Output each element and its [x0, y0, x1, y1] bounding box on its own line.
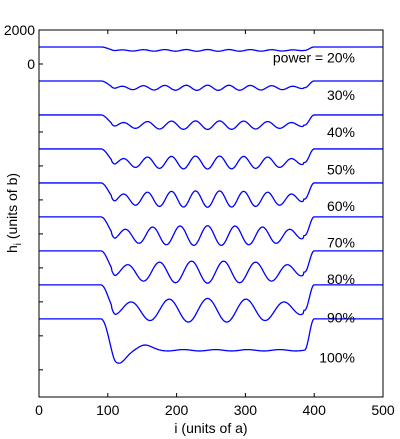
y-ticks: 2000 0	[4, 22, 43, 371]
y-tick-label: 2000	[4, 22, 35, 38]
series-label: 100%	[319, 349, 355, 365]
series-label: 50%	[327, 162, 355, 178]
x-tick-label: 500	[371, 402, 395, 418]
x-tick-label: 200	[165, 402, 189, 418]
y-axis-label: hi (units of b)	[4, 173, 24, 253]
series-line	[39, 114, 383, 131]
x-ticks: 0 100 200 300 400 500	[35, 30, 395, 418]
y-axis-label-sub: i	[13, 243, 24, 245]
y-axis-label-main: h	[4, 245, 20, 253]
x-axis-label: i (units of a)	[174, 420, 247, 436]
plot-frame	[38, 29, 384, 398]
series-label: 60%	[327, 198, 355, 214]
series-label: 30%	[327, 87, 355, 103]
curves-layer	[39, 46, 383, 364]
y-axis-label-rest: (units of b)	[4, 173, 20, 243]
series-line	[39, 80, 383, 91]
series-label: 70%	[327, 235, 355, 251]
x-tick-label: 400	[303, 402, 327, 418]
series-line	[39, 216, 383, 247]
y-tick-label: 0	[27, 56, 35, 72]
series-line	[39, 318, 383, 364]
x-tick-label: 0	[35, 402, 43, 418]
series-line	[39, 148, 383, 170]
series-line	[39, 250, 383, 284]
series-labels: power = 20% 30% 40% 50% 60% 70% 80% 90% 100%	[273, 49, 355, 365]
series-label: 40%	[327, 124, 355, 140]
series-line	[39, 46, 383, 52]
series-label: power = 20%	[273, 49, 355, 65]
series-label: 80%	[327, 271, 355, 287]
series-label: 90%	[327, 309, 355, 325]
series-line	[39, 182, 383, 208]
x-tick-label: 100	[96, 402, 120, 418]
x-tick-label: 300	[234, 402, 258, 418]
series-line	[39, 284, 383, 323]
